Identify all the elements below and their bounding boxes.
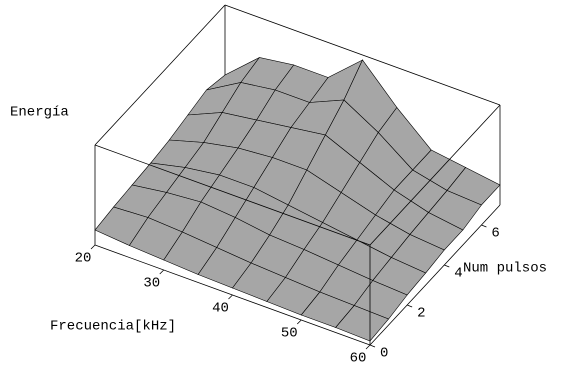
y-tick-label: 2 (417, 306, 425, 322)
box-edge (94, 4, 226, 146)
y-tick-label: 0 (380, 346, 388, 362)
x-tick-label: 20 (75, 251, 92, 267)
y-tick (481, 224, 487, 228)
x-tick (365, 344, 371, 350)
x-axis-label: Frecuencia[kHz] (50, 319, 176, 335)
box-edge (369, 104, 501, 246)
y-tick (406, 304, 413, 308)
x-tick (159, 269, 165, 275)
x-tick-label: 50 (281, 326, 298, 342)
x-tick (296, 319, 302, 325)
x-tick-label: 40 (212, 301, 229, 317)
y-tick (369, 344, 376, 348)
x-tick (90, 244, 96, 250)
y-tick-label: 4 (454, 266, 462, 282)
box-edge (369, 204, 501, 346)
x-tick (228, 294, 233, 300)
z-axis-label: Energía (10, 105, 69, 121)
surface-patch (335, 305, 390, 342)
x-tick-label: 30 (143, 276, 160, 292)
x-tick-label: 60 (350, 351, 367, 367)
y-tick-label: 6 (491, 226, 499, 242)
y-axis-label: Num pulsos (463, 261, 547, 277)
box-edge (94, 144, 371, 246)
box-edge (224, 4, 501, 106)
y-tick (444, 264, 450, 268)
